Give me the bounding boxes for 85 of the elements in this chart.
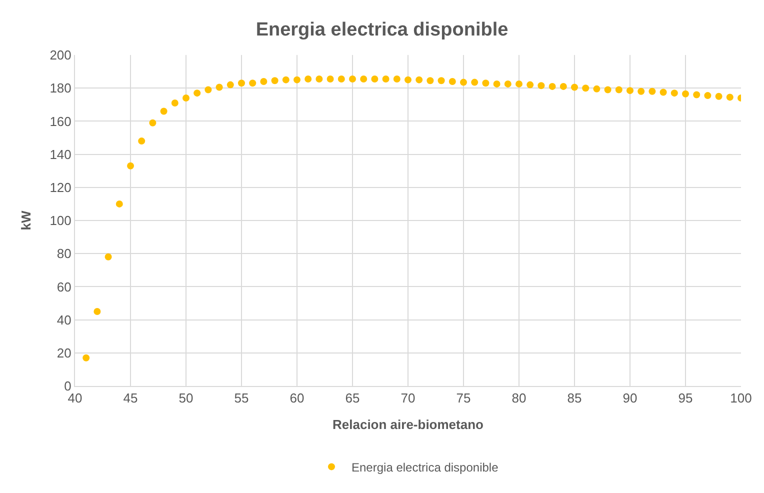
point — [316, 76, 323, 82]
x-tick-label: 95 — [678, 390, 693, 406]
x-tick-label: 45 — [123, 390, 138, 406]
x-tick-label: 100 — [730, 390, 752, 406]
y-tick-label: 60 — [56, 279, 72, 294]
x-tick-label: 85 — [567, 390, 582, 406]
x-tick-label: 55 — [234, 390, 249, 406]
y-tick-label: 180 — [50, 80, 72, 96]
point — [516, 80, 522, 88]
point — [571, 84, 578, 91]
point — [271, 77, 278, 84]
point — [648, 88, 656, 95]
point — [204, 86, 212, 94]
point — [493, 80, 500, 88]
x-tick-label: 80 — [512, 390, 526, 406]
point — [438, 77, 445, 84]
point — [482, 80, 490, 87]
point — [416, 76, 423, 84]
point — [693, 91, 700, 98]
point — [260, 78, 268, 85]
point — [582, 84, 590, 92]
point — [182, 94, 190, 102]
point — [171, 100, 178, 106]
point — [326, 76, 334, 82]
point — [360, 76, 368, 82]
point — [548, 82, 556, 90]
point — [448, 78, 456, 85]
point — [471, 78, 478, 86]
point — [294, 76, 300, 84]
y-tick-label: 160 — [50, 114, 72, 129]
point — [682, 90, 689, 98]
chart-title: Energia electrica disponible — [256, 19, 508, 40]
point — [338, 76, 345, 82]
point — [638, 88, 645, 95]
point — [526, 81, 534, 88]
y-tick-label: 120 — [50, 180, 72, 195]
point — [216, 84, 223, 91]
point — [504, 80, 512, 88]
point — [194, 90, 201, 97]
y-tick-label: 140 — [50, 146, 72, 162]
y-tick-label: 200 — [50, 48, 72, 63]
point — [604, 86, 612, 94]
x-tick-label: 60 — [290, 390, 304, 406]
point — [404, 76, 412, 84]
point — [393, 76, 400, 82]
point — [127, 162, 134, 170]
x-tick-label: 75 — [456, 390, 471, 406]
x-tick-label: 65 — [345, 390, 360, 406]
point — [460, 78, 467, 86]
point — [282, 76, 290, 84]
point — [670, 90, 678, 97]
point — [704, 92, 712, 100]
point — [726, 94, 734, 101]
y-axis-title: kW — [18, 210, 34, 230]
point — [371, 76, 378, 82]
point — [82, 354, 90, 362]
point — [104, 253, 112, 260]
point — [626, 87, 634, 94]
point — [560, 82, 567, 90]
point — [94, 308, 101, 316]
point — [660, 88, 667, 96]
point — [615, 86, 622, 94]
point — [238, 80, 245, 87]
point — [304, 76, 312, 82]
point — [593, 85, 600, 92]
point — [538, 82, 545, 90]
x-tick-label: 70 — [400, 390, 416, 406]
x-tick-label: 50 — [178, 390, 194, 406]
x-tick-label: 90 — [622, 390, 638, 406]
point — [116, 200, 123, 208]
y-tick-label: 100 — [50, 213, 72, 228]
point — [426, 77, 434, 84]
point — [160, 108, 168, 115]
y-tick-label: 80 — [56, 246, 72, 262]
point — [715, 92, 722, 100]
y-tick-label: 20 — [56, 345, 72, 360]
legend-label: Energia electrica disponible — [352, 460, 499, 474]
x-axis-title: Relacion aire-biometano — [332, 417, 484, 432]
point — [149, 119, 156, 126]
point — [249, 80, 256, 87]
point — [138, 138, 146, 145]
point — [349, 76, 356, 82]
y-tick-label: 40 — [56, 312, 72, 328]
point — [226, 81, 234, 88]
point — [382, 76, 390, 82]
